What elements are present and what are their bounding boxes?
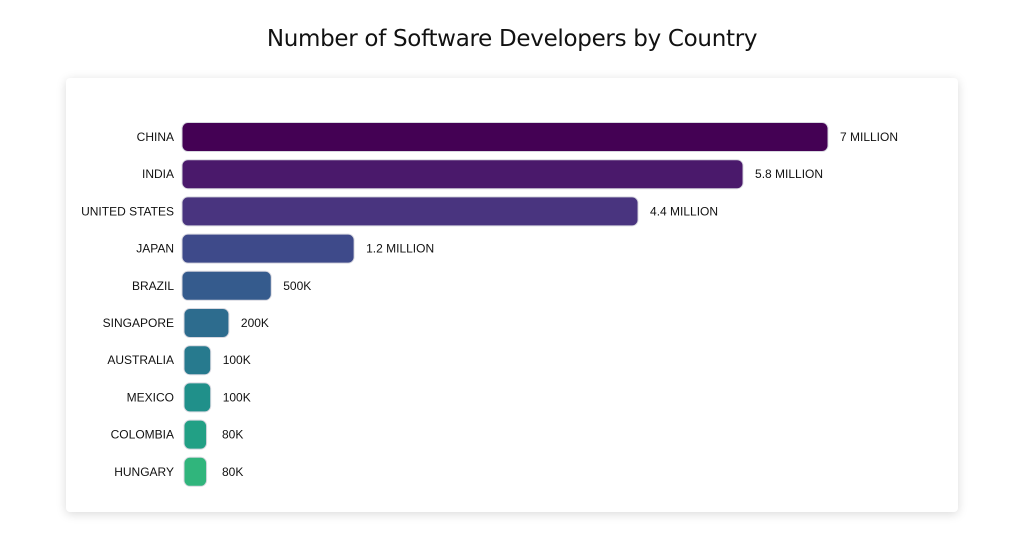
data-label: 80K	[222, 428, 243, 442]
data-label: 1.2 MILLION	[366, 242, 434, 256]
category-label: COLOMBIA	[111, 428, 174, 442]
bar	[181, 270, 272, 301]
data-label: 7 MILLION	[840, 130, 898, 144]
category-label: MEXICO	[127, 390, 174, 404]
category-label: CHINA	[137, 130, 174, 144]
bar	[181, 233, 355, 264]
category-label: UNITED STATES	[81, 204, 174, 218]
category-label: BRAZIL	[132, 279, 174, 293]
bar	[181, 196, 639, 227]
category-label: JAPAN	[136, 242, 174, 256]
data-label: 200K	[241, 316, 269, 330]
data-label: 500K	[283, 279, 311, 293]
bar	[183, 345, 212, 376]
data-label: 80K	[222, 465, 243, 479]
bar	[183, 382, 212, 413]
bar	[183, 419, 208, 450]
category-label: SINGAPORE	[103, 316, 174, 330]
bar	[181, 122, 829, 152]
category-label: INDIA	[142, 167, 174, 181]
bar	[183, 308, 230, 338]
data-label: 5.8 MILLION	[755, 167, 823, 181]
category-label: HUNGARY	[114, 465, 174, 479]
chart-title: Number of Software Developers by Country	[266, 26, 758, 52]
bar	[183, 456, 208, 487]
category-label: AUSTRALIA	[107, 353, 174, 367]
data-label: 100K	[223, 353, 251, 367]
data-label: 100K	[223, 390, 251, 404]
data-label: 4.4 MILLION	[650, 204, 718, 218]
bar	[181, 159, 744, 190]
